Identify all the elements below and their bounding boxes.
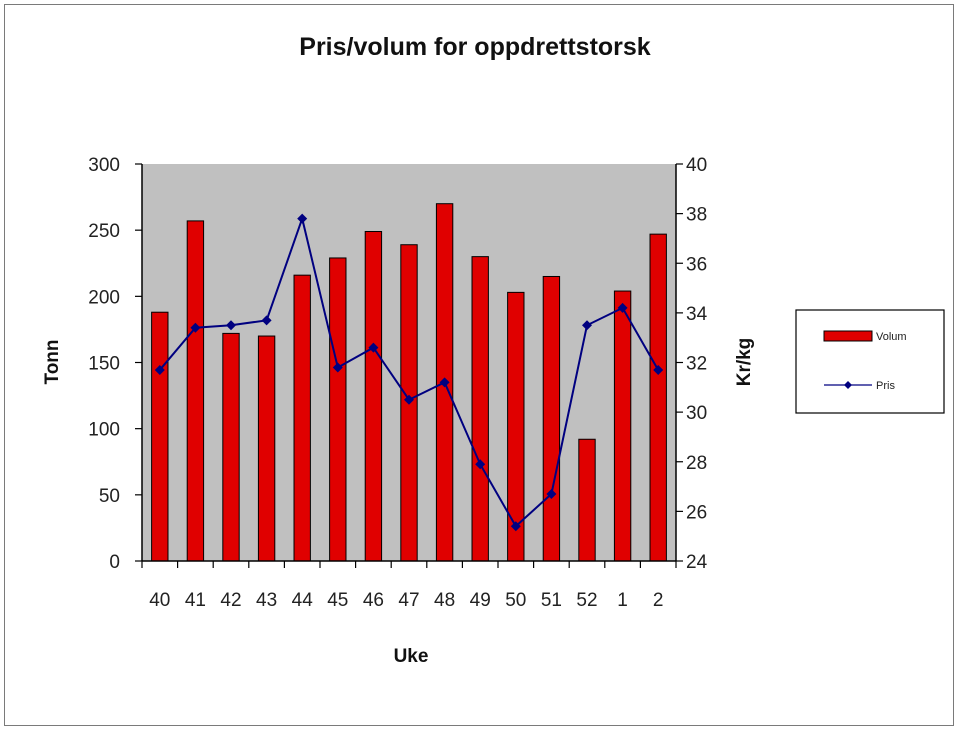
point-pris-43 [261,315,272,326]
point-pris-42 [226,320,236,331]
left-tick-label: 100 [88,420,120,441]
x-tick-label: 44 [292,590,314,611]
bar-volum-45 [329,257,347,562]
legend-volum-label: Volum [876,331,907,343]
point-pris-41 [190,322,201,333]
bar-volum-51 [542,275,561,562]
legend-box [795,309,945,414]
chart-title: Pris/volum for oppdrettstorsk [299,33,651,61]
x-tick-label: 43 [256,590,277,611]
left-axis-ticks: 0 50 100 150 200 250 300 [88,155,142,573]
point-pris-50 [510,521,521,532]
price-line-group [154,213,664,532]
x-axis-ticks: 40 41 42 43 44 45 46 47 48 49 50 51 52 1 2 [141,561,677,611]
x-tick-label: 1 [617,590,628,611]
point-pris-2 [653,364,664,375]
left-tick-label: 200 [88,287,120,308]
bar-volum-2 [649,233,667,562]
right-tick-label: 40 [686,155,707,176]
legend-volum-swatch [823,330,873,342]
right-tick-label: 38 [686,205,707,226]
right-tick-label: 24 [686,552,708,573]
legend-pris-marker [844,381,852,389]
left-tick-label: 50 [99,486,120,507]
right-tick-label: 26 [686,502,707,523]
y-axis-title: Tonn [42,339,63,384]
x-tick-label: 46 [363,590,384,611]
legend: Volum Pris [795,309,945,414]
x-tick-label: 40 [149,590,170,611]
point-pris-46 [368,342,379,353]
x-tick-label: 48 [434,590,455,611]
left-tick-label: 0 [109,552,120,573]
x-tick-label: 49 [470,590,491,611]
x-tick-label: 52 [576,590,597,611]
right-tick-label: 30 [686,403,707,424]
point-pris-47 [404,394,414,405]
x-axis-title: Uke [394,646,429,667]
volume-bars [151,203,667,562]
left-tick-label: 250 [88,221,120,242]
legend-pris-label: Pris [876,380,895,392]
right-tick-label: 32 [686,354,707,375]
point-pris-49 [475,459,486,470]
point-pris-1 [617,302,628,313]
point-pris-48 [439,377,450,388]
point-pris-45 [332,362,343,373]
x-tick-label: 42 [220,590,241,611]
left-tick-label: 150 [88,354,120,375]
right-tick-label: 36 [686,254,707,275]
bar-volum-46 [364,230,383,562]
y2-axis-title: Kr/kg [734,338,755,387]
point-pris-44 [297,213,308,224]
point-pris-52 [582,320,592,331]
point-pris-51 [546,489,557,500]
point-pris-40 [154,364,165,375]
x-tick-label: 50 [505,590,526,611]
bar-volum-44 [293,274,311,562]
right-tick-label: 34 [686,304,708,325]
bar-volum-42 [222,332,240,562]
x-tick-label: 47 [398,590,419,611]
left-tick-label: 300 [88,155,120,176]
x-tick-label: 2 [653,590,664,611]
x-tick-label: 41 [185,590,206,611]
x-tick-label: 51 [541,590,562,611]
bar-volum-41 [186,220,205,562]
bar-volum-52 [578,438,596,562]
right-axis-ticks: 24 26 28 30 32 34 36 38 40 [676,155,708,573]
right-tick-label: 28 [686,453,707,474]
x-tick-label: 45 [327,590,348,611]
bar-volum-40 [151,311,169,562]
bar-volum-43 [257,335,276,562]
bar-volum-49 [471,256,489,562]
bar-volum-1 [613,290,632,562]
